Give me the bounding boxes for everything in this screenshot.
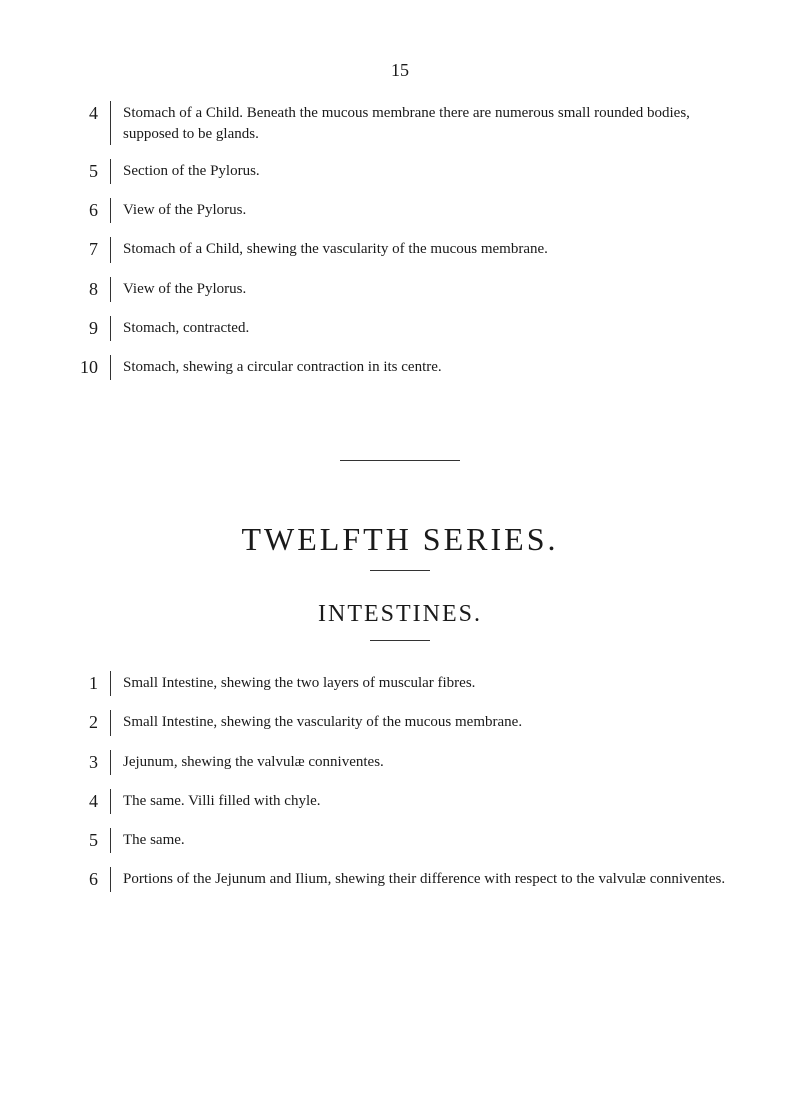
entry-text: Small Intestine, shewing the vascularity… xyxy=(111,710,730,735)
section-title: INTESTINES. xyxy=(70,601,730,628)
list-item: 6 View of the Pylorus. xyxy=(70,198,730,223)
list-item: 4 Stomach of a Child. Beneath the mucous… xyxy=(70,101,730,145)
list-item: 2 Small Intestine, shewing the vasculari… xyxy=(70,710,730,735)
list-item: 7 Stomach of a Child, shewing the vascul… xyxy=(70,237,730,262)
horizontal-rule xyxy=(370,640,430,641)
entry-text: The same. Villi filled with chyle. xyxy=(111,789,730,814)
page-number: 15 xyxy=(70,60,730,81)
entry-number: 2 xyxy=(70,710,110,735)
list-item: 3 Jejunum, shewing the valvulæ connivent… xyxy=(70,750,730,775)
list-item: 9 Stomach, contracted. xyxy=(70,316,730,341)
list-item: 10 Stomach, shewing a circular contracti… xyxy=(70,355,730,380)
list-item: 5 The same. xyxy=(70,828,730,853)
list-item: 1 Small Intestine, shewing the two layer… xyxy=(70,671,730,696)
entry-text: Section of the Pylorus. xyxy=(111,159,730,184)
entry-number: 4 xyxy=(70,101,110,145)
horizontal-rule xyxy=(340,460,460,461)
entry-text: The same. xyxy=(111,828,730,853)
entry-number: 4 xyxy=(70,789,110,814)
entry-text: Stomach of a Child. Beneath the mucous m… xyxy=(111,101,730,145)
entry-text: Portions of the Jejunum and Ilium, shewi… xyxy=(111,867,730,892)
entry-number: 6 xyxy=(70,867,110,892)
list-item: 8 View of the Pylorus. xyxy=(70,277,730,302)
list-item: 6 Portions of the Jejunum and Ilium, she… xyxy=(70,867,730,892)
entry-number: 8 xyxy=(70,277,110,302)
entry-number: 6 xyxy=(70,198,110,223)
entry-text: Stomach of a Child, shewing the vascular… xyxy=(111,237,730,262)
list-item: 4 The same. Villi filled with chyle. xyxy=(70,789,730,814)
entry-number: 1 xyxy=(70,671,110,696)
page-container: 15 4 Stomach of a Child. Beneath the muc… xyxy=(0,0,800,1012)
bottom-entry-list: 1 Small Intestine, shewing the two layer… xyxy=(70,671,730,892)
entry-number: 7 xyxy=(70,237,110,262)
entry-number: 3 xyxy=(70,750,110,775)
entry-text: View of the Pylorus. xyxy=(111,198,730,223)
series-title: TWELFTH SERIES. xyxy=(70,521,730,558)
entry-text: Jejunum, shewing the valvulæ conniventes… xyxy=(111,750,730,775)
entry-number: 5 xyxy=(70,159,110,184)
top-entry-list: 4 Stomach of a Child. Beneath the mucous… xyxy=(70,101,730,380)
horizontal-rule xyxy=(370,570,430,571)
entry-text: View of the Pylorus. xyxy=(111,277,730,302)
entry-text: Stomach, contracted. xyxy=(111,316,730,341)
entry-number: 9 xyxy=(70,316,110,341)
entry-number: 5 xyxy=(70,828,110,853)
list-item: 5 Section of the Pylorus. xyxy=(70,159,730,184)
entry-text: Stomach, shewing a circular contraction … xyxy=(111,355,730,380)
entry-number: 10 xyxy=(70,355,110,380)
entry-text: Small Intestine, shewing the two layers … xyxy=(111,671,730,696)
